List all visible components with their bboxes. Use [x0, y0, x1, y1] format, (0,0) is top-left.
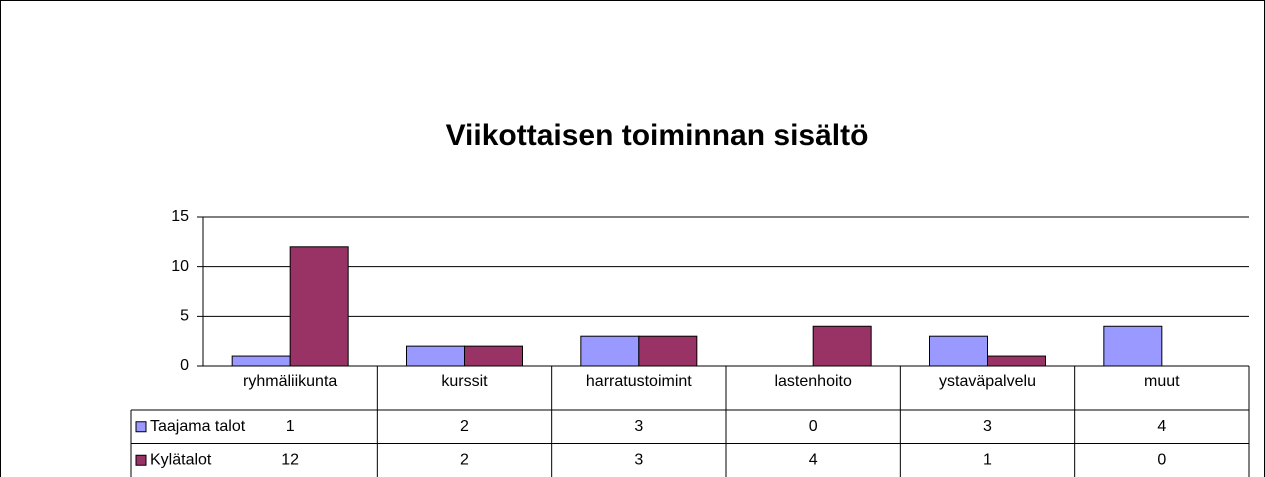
bar	[406, 345, 465, 367]
x-tick-label: muut	[1144, 373, 1180, 390]
x-tick-label: ryhmäliikunta	[243, 373, 337, 390]
bar	[929, 335, 988, 367]
chart-title: Viikottaisen toiminnan sisältö	[446, 119, 869, 152]
table-value: 0	[1157, 451, 1166, 468]
y-tick-label: 10	[171, 258, 189, 275]
table-value: 4	[809, 451, 818, 468]
legend-label: Taajama talot	[150, 418, 246, 435]
y-tick-label: 0	[180, 357, 189, 374]
legend-label: Kylätalot	[150, 451, 212, 468]
bar	[289, 246, 349, 367]
table-value: 12	[281, 451, 299, 468]
bar	[1103, 325, 1163, 367]
bar	[638, 335, 698, 367]
table-value: 1	[286, 418, 295, 435]
table-value: 2	[460, 418, 469, 435]
legend-swatch	[135, 454, 147, 466]
table-value: 1	[983, 451, 992, 468]
table-value: 4	[1157, 418, 1166, 435]
x-tick-label: ystaväpalvelu	[939, 373, 1036, 390]
bar	[464, 345, 523, 367]
legend-swatch	[135, 421, 147, 433]
x-tick-label: harratustoimint	[586, 373, 692, 390]
bar	[987, 355, 1046, 367]
table-value: 3	[983, 418, 992, 435]
y-tick-label: 5	[180, 308, 189, 325]
table-value: 3	[634, 451, 643, 468]
table-value: 0	[809, 418, 818, 435]
x-tick-label: kurssit	[441, 373, 488, 390]
table-value: 3	[634, 418, 643, 435]
x-tick-label: lastenhoito	[774, 373, 851, 390]
bar	[812, 325, 872, 367]
y-tick-label: 15	[171, 208, 189, 225]
bar	[231, 355, 291, 367]
table-value: 2	[460, 451, 469, 468]
bar	[580, 335, 640, 367]
